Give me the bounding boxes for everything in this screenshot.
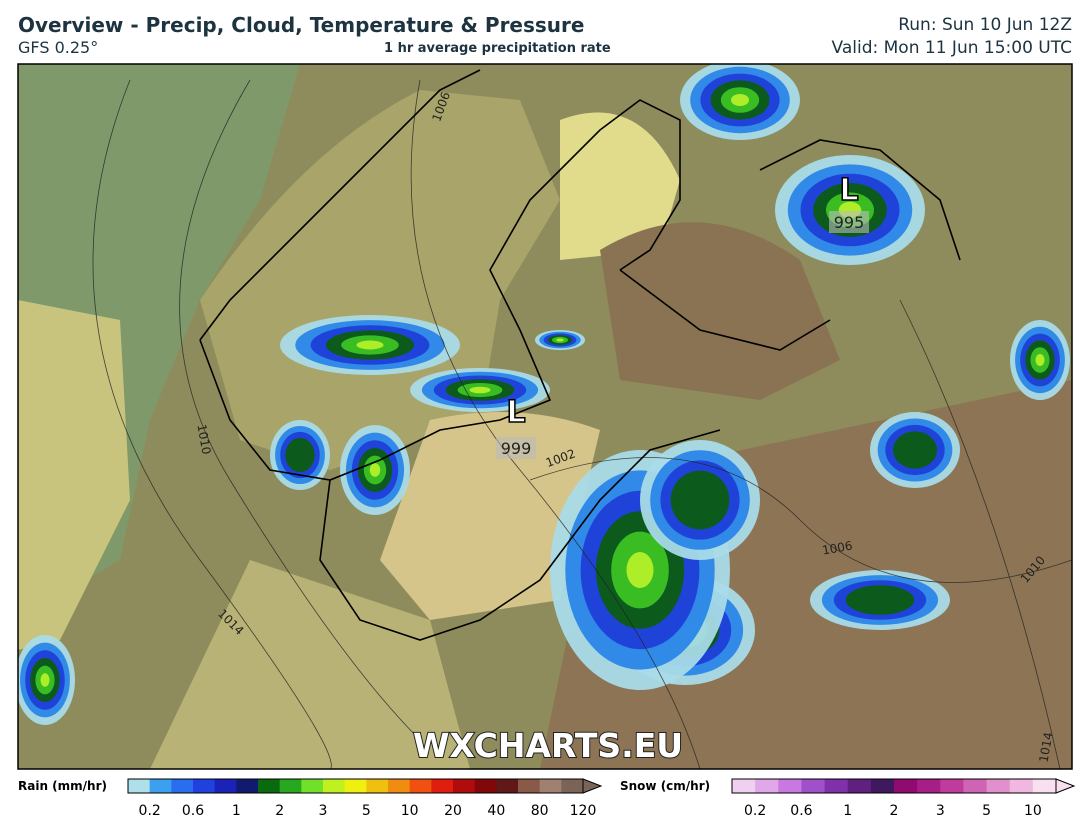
precip-blob — [556, 338, 564, 342]
legend-arrow — [1055, 778, 1076, 794]
legend-swatch — [474, 779, 497, 793]
gulf-bothnia — [560, 112, 680, 260]
central-europe — [150, 560, 470, 769]
legend-swatch — [940, 779, 964, 793]
legend-swatch — [561, 779, 584, 793]
legend-swatch — [539, 779, 562, 793]
title: Overview - Precip, Cloud, Temperature & … — [18, 13, 585, 37]
legend-tick-label: 20 — [444, 803, 462, 819]
low-symbol: L — [839, 173, 858, 208]
legend-swatch — [1009, 779, 1034, 793]
legend-swatch — [453, 779, 476, 793]
legend-swatch — [496, 779, 519, 793]
legend-tick-label: 10 — [1024, 803, 1042, 819]
pressure-box — [829, 211, 869, 233]
sea-north — [18, 300, 130, 650]
legend: Rain (mm/hr) 0.2 0.6 1 2 3 5 10 20 40 80 120 Snow (c… — [18, 778, 1076, 819]
coastlines — [199, 69, 961, 641]
legend-swatch — [963, 779, 988, 793]
legend-tick-label: 0.2 — [744, 803, 766, 819]
legend-swatch — [193, 779, 216, 793]
legend-tick-label: 3 — [936, 803, 945, 819]
precip-blob — [892, 431, 938, 469]
legend-frame — [127, 778, 584, 794]
precipitation — [18, 64, 1070, 725]
legend-swatch — [171, 779, 194, 793]
legend-swatch — [1032, 779, 1057, 793]
legend-title: Snow (cm/hr) — [620, 779, 710, 793]
legend-swatch — [986, 779, 1011, 793]
precip-blob — [1035, 354, 1045, 366]
legend-tick-label: 0.2 — [139, 803, 161, 819]
precip-blob — [670, 470, 730, 530]
low-pressure: 995 — [834, 213, 865, 232]
legend-swatch — [258, 779, 281, 793]
legend-swatch — [778, 779, 802, 793]
finland — [600, 222, 840, 400]
precip-blob — [626, 552, 654, 588]
legend-swatch — [917, 779, 941, 793]
legend-swatch — [732, 779, 756, 793]
precip-blob — [845, 585, 915, 615]
legend-swatch — [279, 779, 302, 793]
model: GFS 0.25° — [18, 38, 99, 57]
legend-tick-label: 2 — [275, 803, 284, 819]
low-symbol: L — [506, 395, 525, 430]
isobar-label: 1014 — [1037, 731, 1056, 764]
precip-blob — [285, 437, 315, 473]
precip-blob — [369, 463, 381, 477]
legend-swatch — [801, 779, 826, 793]
map-frame — [17, 63, 1073, 770]
legend-tick-label: 5 — [982, 803, 991, 819]
legend-tick-label: 5 — [362, 803, 371, 819]
low-pressure: 999 — [501, 439, 532, 458]
legend-frame — [731, 778, 1057, 794]
pressure-box — [496, 437, 536, 459]
legend-swatch — [214, 779, 237, 793]
legend-swatch — [149, 779, 172, 793]
legend-swatch — [824, 779, 849, 793]
legend-tick-label: 80 — [531, 803, 549, 819]
legend-tick-label: 2 — [890, 803, 899, 819]
legend-tick-label: 40 — [487, 803, 505, 819]
legend-swatch — [755, 779, 779, 793]
legend-swatch — [847, 779, 872, 793]
legend-swatch — [409, 779, 432, 793]
legend-tick-label: 1 — [843, 803, 852, 819]
legend-swatch — [518, 779, 541, 793]
legend-swatch — [388, 779, 411, 793]
legend-tick-label: 1 — [232, 803, 241, 819]
isobar-label: 1010 — [194, 423, 213, 456]
legend-tick-label: 0.6 — [790, 803, 812, 819]
legend-arrow — [582, 778, 603, 794]
watermark: WXCHARTS.EU — [413, 726, 683, 765]
precip-blob — [731, 94, 749, 106]
legend-swatch — [344, 779, 367, 793]
valid: Valid: Mon 11 Jun 15:00 UTC — [831, 38, 1072, 58]
isobars — [92, 79, 1072, 769]
legend-swatch — [894, 779, 918, 793]
precip-blob — [40, 673, 50, 687]
legend-tick-label: 3 — [319, 803, 328, 819]
legend-swatch — [236, 779, 259, 793]
legend-swatch — [366, 779, 389, 793]
legend-swatch — [128, 779, 151, 793]
baltic-sea — [380, 412, 600, 620]
legend-tick-label: 0.6 — [182, 803, 204, 819]
legend-swatch — [431, 779, 454, 793]
legend-tick-label: 10 — [401, 803, 419, 819]
precip-blob — [356, 340, 384, 350]
legend-swatch — [870, 779, 895, 793]
subtitle: 1 hr average precipitation rate — [384, 41, 611, 56]
isobar-label: 1006 — [821, 539, 854, 558]
legend-swatch — [301, 779, 324, 793]
legend-tick-label: 120 — [570, 803, 597, 819]
map-area — [18, 64, 1072, 769]
precip-blob — [469, 386, 491, 394]
legend-title: Rain (mm/hr) — [18, 779, 107, 793]
legend-swatch — [323, 779, 346, 793]
run: Run: Sun 10 Jun 12Z — [898, 15, 1072, 35]
